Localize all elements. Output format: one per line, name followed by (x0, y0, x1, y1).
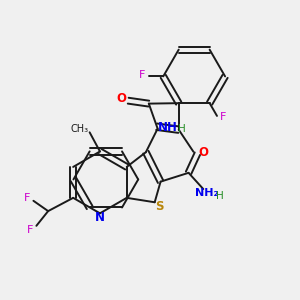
Text: O: O (117, 92, 127, 105)
Text: H: H (178, 124, 186, 134)
Text: H: H (216, 191, 223, 201)
Text: NH₂: NH₂ (194, 188, 218, 198)
Text: S: S (155, 200, 164, 213)
Text: F: F (27, 225, 34, 235)
Text: F: F (139, 70, 145, 80)
Text: CH₃: CH₃ (70, 124, 88, 134)
Text: F: F (24, 193, 31, 203)
Text: NH: NH (158, 121, 178, 134)
Text: N: N (95, 211, 105, 224)
Text: O: O (199, 146, 209, 159)
Text: F: F (220, 112, 227, 122)
